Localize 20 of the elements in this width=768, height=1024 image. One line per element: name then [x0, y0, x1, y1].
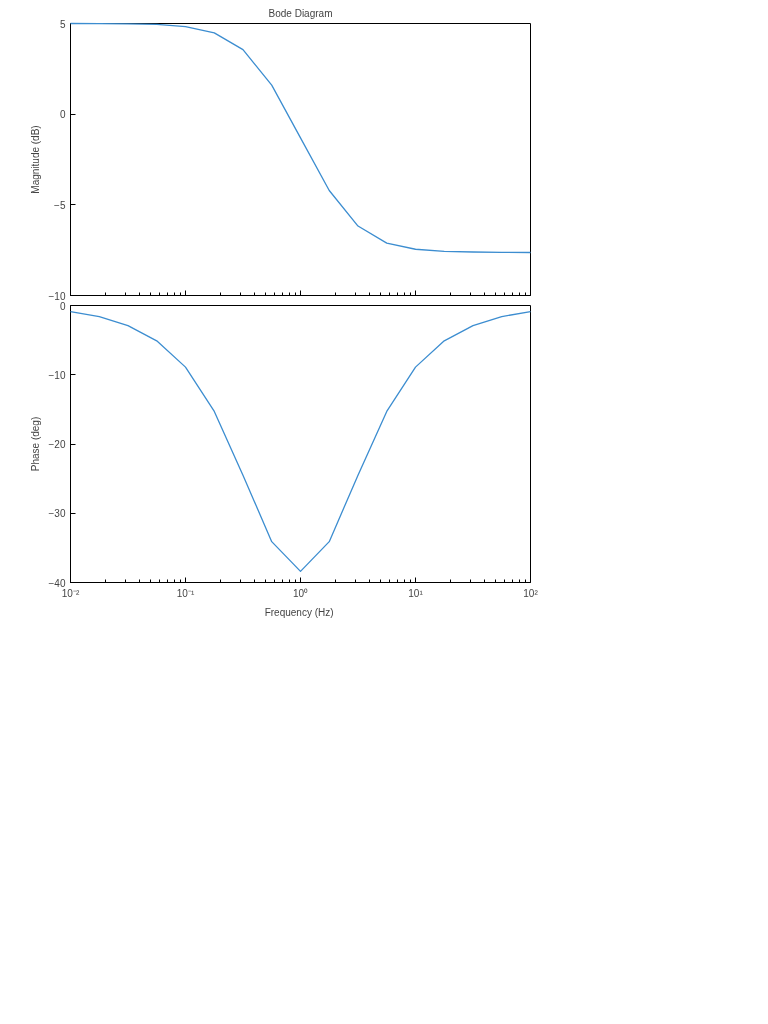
x-axis-title: Frequency (Hz) — [264, 606, 334, 618]
chart-title: Bode Diagram — [268, 7, 333, 19]
y-tick-label: 5 — [59, 18, 66, 30]
x-tick-label: 10⁻¹ — [176, 587, 195, 599]
y-tick-label: 0 — [59, 300, 66, 312]
y-tick-label: −5 — [54, 199, 66, 211]
y-axis-title: Magnitude (dB) — [29, 125, 41, 194]
x-tick-label: 10¹ — [408, 587, 424, 599]
y-axis-title: Phase (deg) — [29, 416, 41, 472]
y-tick-label: −10 — [48, 290, 66, 302]
x-tick-label: 10⁰ — [292, 587, 309, 599]
y-tick-label: −10 — [48, 369, 66, 381]
y-tick-label: −30 — [48, 508, 66, 520]
x-tick-label: 10⁻² — [61, 587, 80, 599]
x-tick-label: 10² — [523, 587, 539, 599]
y-tick-label: 0 — [59, 109, 66, 121]
y-tick-label: −40 — [48, 577, 66, 589]
line-series — [69, 22, 532, 254]
line-series — [69, 311, 532, 573]
y-tick-label: −20 — [48, 439, 66, 450]
